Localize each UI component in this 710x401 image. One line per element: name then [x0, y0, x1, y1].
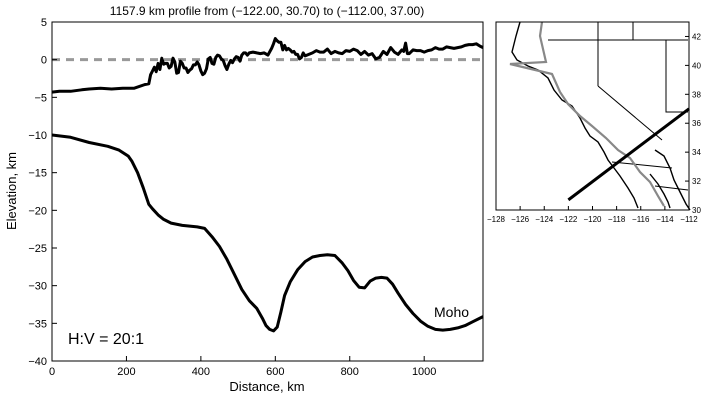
state-border-az-south [654, 185, 689, 191]
map-x-tick-label: −128 [487, 215, 506, 224]
x-tick-label: 600 [266, 366, 284, 378]
x-tick-label: 0 [49, 366, 55, 378]
x-tick-label: 200 [117, 366, 135, 378]
map-x-tick-label: −112 [680, 215, 698, 224]
map-x-tick-label: −126 [511, 215, 530, 224]
map-y-tick-label: 42 [692, 32, 701, 41]
gulf-coast-west [649, 173, 671, 209]
y-axis-label: Elevation, km [4, 152, 19, 230]
plot-series [51, 37, 484, 333]
y-axis-ticks: 5 0 −5 −10 −15 −20 −25 −30 −35 −40 [28, 17, 57, 368]
map-x-tick-label: −116 [632, 215, 650, 224]
moho-label: Moho [434, 304, 469, 320]
y-tick-label: −10 [28, 130, 47, 142]
map-x-tick-label: −122 [559, 215, 578, 224]
moho-line [51, 133, 484, 333]
map-y-tick-label: 38 [692, 90, 701, 99]
x-axis-label: Distance, km [229, 379, 304, 394]
map-x-tick-label: −120 [583, 215, 602, 224]
plate-boundary [509, 21, 665, 207]
location-map: −128 −126 −124 −122 −120 −118 −116 −114 −112 303… [487, 21, 701, 224]
x-tick-label: 1000 [412, 366, 436, 378]
border-us-mexico [611, 161, 673, 169]
y-tick-label: −30 [28, 281, 47, 293]
map-y-axis-ticks: 30 32 34 36 38 40 42 [685, 32, 701, 215]
map-x-tick-label: −118 [608, 215, 626, 224]
surface-elevation-line [51, 37, 484, 94]
state-border-ca-nv-diagonal [597, 85, 663, 141]
y-tick-label: 5 [41, 17, 47, 29]
state-border-nv-az [665, 40, 688, 113]
y-tick-label: 0 [41, 55, 47, 67]
x-tick-label: 400 [192, 366, 210, 378]
gulf-coast-east [654, 149, 691, 211]
y-tick-label: −40 [28, 356, 47, 368]
map-x-tick-label: −114 [656, 215, 674, 224]
map-features [509, 21, 691, 211]
chart-title: 1157.9 km profile from (−122.00, 30.70) … [110, 4, 424, 18]
plot-frame [51, 21, 484, 362]
map-x-axis-ticks: −128 −126 −124 −122 −120 −118 −116 −114 −112 [487, 206, 698, 224]
y-tick-label: −5 [34, 92, 47, 104]
profile-line [567, 107, 690, 202]
map-y-tick-label: 34 [692, 148, 701, 157]
map-y-tick-label: 36 [692, 119, 701, 128]
map-y-tick-label: 32 [692, 177, 701, 186]
coastline [511, 21, 639, 209]
map-y-tick-label: 30 [692, 206, 701, 215]
y-tick-label: −20 [28, 205, 47, 217]
y-tick-label: −15 [28, 168, 47, 180]
profile-chart: 1157.9 km profile from (−122.00, 30.70) … [4, 4, 484, 394]
scale-annotation: H:V = 20:1 [68, 331, 144, 348]
y-tick-label: −35 [28, 318, 47, 330]
map-x-tick-label: −124 [535, 215, 554, 224]
x-axis-ticks: 0 200 400 600 800 1000 [49, 356, 436, 378]
x-tick-label: 800 [341, 366, 359, 378]
map-y-tick-label: 40 [692, 61, 701, 70]
y-tick-label: −25 [28, 243, 47, 255]
